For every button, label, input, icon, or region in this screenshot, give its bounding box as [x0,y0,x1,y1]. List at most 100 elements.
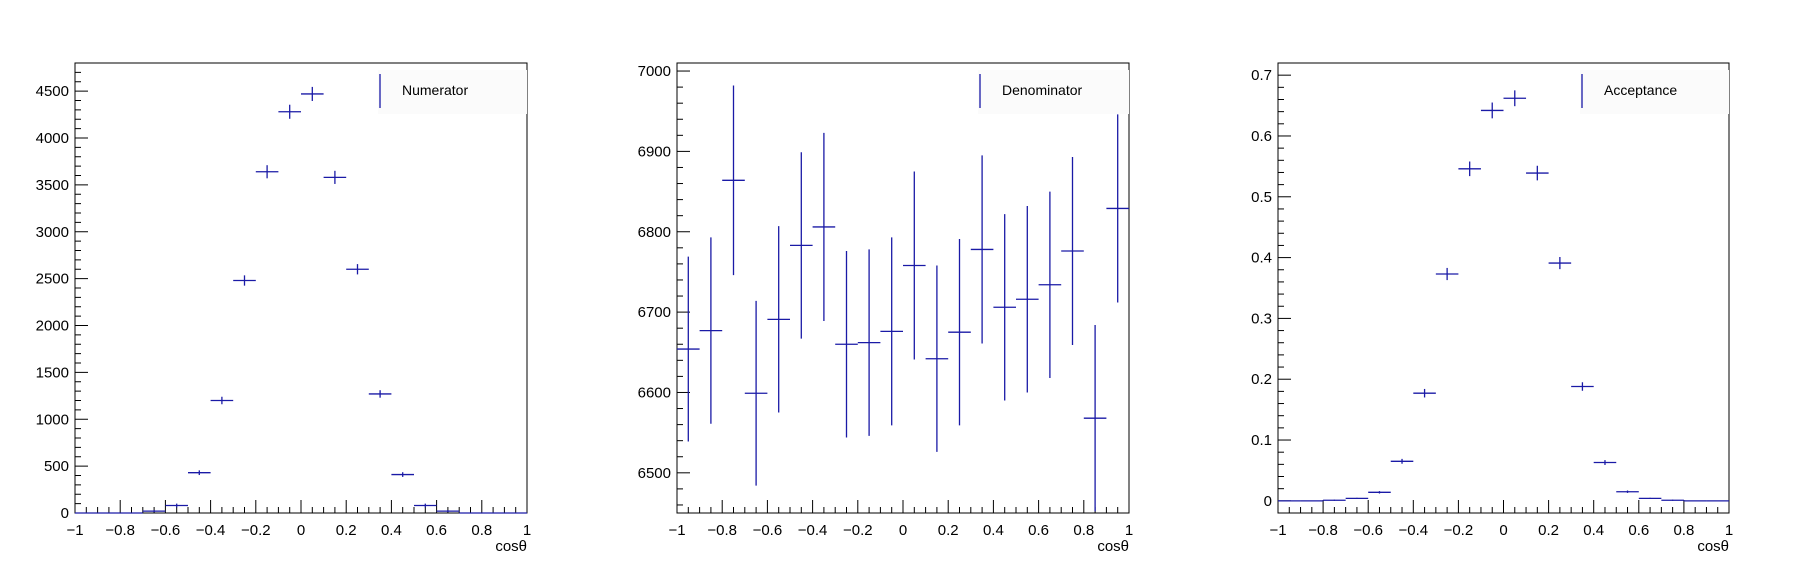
legend-label: Numerator [402,82,468,98]
series-numerator [75,86,527,514]
data-point [1061,157,1084,346]
chart-panel-2: Denominator −1 −0.8 −0.6 −0.4 −0.2 0 0.2 0.4 0.6 0… [638,62,1133,555]
x-tick-label: 0.6 [1028,522,1049,539]
data-point [1638,497,1662,500]
x-tick-label: 0 [899,522,907,539]
data-point [1435,267,1459,281]
data-point [790,152,813,339]
legend-box [378,70,527,114]
x-tick-label: −0.2 [843,522,873,539]
data-point [722,85,745,276]
data-point [993,214,1016,401]
x-tick-label: −0.6 [151,522,181,539]
data-point [744,300,768,486]
x-tick-label: −0.4 [1398,522,1428,539]
data-point [1458,161,1481,177]
x-tick-label: −0.8 [105,522,135,539]
y-tick-label: 500 [44,458,69,475]
data-point [391,472,414,477]
y-tick-label: 6500 [638,465,671,482]
y-tick-label: 6900 [638,143,671,160]
x-tick-label: 0.4 [381,522,402,539]
x-tick-label: −0.8 [1308,522,1338,539]
chart-panel-3: Acceptance −1 −0.8 −0.6 −0.4 −0.2 0 0.2 0.4 0.6 0.… [1251,62,1733,555]
y-tick-label: 0.4 [1251,250,1272,267]
y-tick-label: 0.5 [1251,189,1272,206]
data-point [414,503,437,508]
chart-panel-1: Numerator −1 −0.8 −0.6 −0.4 −0.2 0 0.2 0.4 0.6 0.8… [36,62,531,555]
y-tick-label: 3000 [36,224,69,241]
x-axis-label: cosθ [1097,538,1129,555]
y-tick-label: 4000 [36,130,69,147]
data-point [857,249,881,436]
series-denominator [677,85,1129,512]
series-acceptance [1278,90,1729,502]
data-point [165,503,188,508]
y-tick-label: 0.7 [1251,67,1272,84]
data-point [677,256,700,442]
x-tick-label: 0 [297,522,305,539]
legend-label: Denominator [1002,82,1082,98]
data-point [1368,491,1391,494]
data-point [1083,324,1107,512]
x-tick-label: −0.8 [707,522,737,539]
x-axis-label: cosθ [1697,538,1729,555]
y-tick-label: 1000 [36,411,69,428]
x-tick-label: 0.4 [1583,522,1604,539]
data-point [880,237,903,426]
data-point [925,265,949,452]
data-point [767,226,790,413]
x-tick-label: −0.6 [1353,522,1383,539]
data-point [1593,460,1617,465]
data-point [1526,165,1549,181]
x-tick-label: −0.4 [196,522,226,539]
data-point [835,251,858,438]
y-tick-label: 0.3 [1251,310,1272,327]
data-point [1548,256,1572,270]
y-tick-label: 6800 [638,224,671,241]
x-tick-label: 0.8 [471,522,492,539]
plot-frame [676,62,1130,514]
x-tick-label: 0.8 [1073,522,1094,539]
data-point [1390,458,1414,464]
y-tick-label: 0 [61,505,69,522]
data-point [1016,206,1039,393]
x-tick-label: 0.2 [938,522,959,539]
x-tick-label: −1 [668,522,685,539]
data-point [903,171,926,360]
data-point [970,155,994,344]
x-tick-label: 0.8 [1673,522,1694,539]
legend-box [1580,70,1729,114]
data-point [1323,499,1346,501]
data-point [210,396,234,405]
x-tick-label: 1 [1125,522,1133,539]
y-tick-label: 0.6 [1251,128,1272,145]
x-tick-label: 0 [1499,522,1507,539]
plot-frame [74,62,528,514]
x-tick-label: −1 [1269,522,1286,539]
y-tick-label: 2500 [36,271,69,288]
data-point [278,104,301,119]
data-point [1106,114,1129,303]
data-point [323,170,347,184]
x-tick-label: 1 [1725,522,1733,539]
data-point [1661,499,1684,501]
data-point [1503,90,1527,107]
x-tick-label: −0.6 [753,522,783,539]
x-tick-label: 0.6 [426,522,447,539]
y-tick-label: 4500 [36,83,69,100]
x-tick-label: 0.2 [336,522,357,539]
x-tick-label: −1 [66,522,83,539]
x-tick-label: −0.2 [241,522,271,539]
data-point [301,86,324,101]
x-tick-label: −0.2 [1444,522,1474,539]
y-tick-label: 1500 [36,364,69,381]
y-tick-label: 0.2 [1251,371,1272,388]
data-point [812,132,836,321]
data-point [1345,497,1369,500]
plot-frame [1277,62,1730,514]
data-point [1038,191,1062,378]
y-tick-label: 0.1 [1251,432,1272,449]
y-tick-label: 6700 [638,304,671,321]
